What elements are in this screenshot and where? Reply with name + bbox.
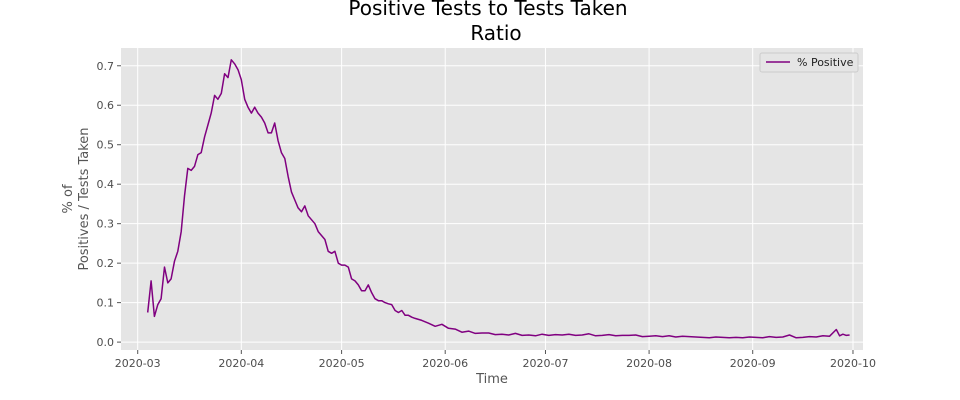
chart-title-line-2: Ratio [470, 21, 521, 45]
series-layer [146, 59, 850, 339]
legend: % Positive [759, 52, 859, 73]
series-line-percent-positive [146, 59, 850, 339]
y-tick-label: 0.5 [97, 139, 115, 152]
grid-lines [121, 48, 863, 350]
axis-ticks: 0.0 0.1 0.2 0.3 0.4 0.5 0.6 0.7 2020-03 2020-04 20… [97, 60, 876, 370]
legend-box [759, 52, 859, 73]
y-tick-label: 0.3 [97, 218, 115, 231]
x-tick-label: 2020-04 [218, 357, 264, 370]
y-tick-label: 0.7 [97, 60, 115, 73]
chart-title-line-1: Positive Tests to Tests Taken [348, 0, 627, 20]
x-tick-label: 2020-09 [730, 357, 776, 370]
x-tick-label: 2020-10 [830, 357, 876, 370]
y-tick-label: 0.0 [97, 336, 115, 349]
y-tick-label: 0.1 [97, 297, 115, 310]
x-axis-label: Time [475, 372, 508, 387]
x-tick-label: 2020-07 [522, 357, 568, 370]
x-tick-label: 2020-06 [422, 357, 468, 370]
y-tick-label: 0.2 [97, 257, 115, 270]
legend-label: % Positive [797, 56, 854, 69]
y-axis-label-line-1: % of [61, 184, 76, 213]
y-tick-label: 0.4 [97, 178, 115, 191]
x-tick-label: 2020-03 [115, 357, 161, 370]
plot-area [121, 48, 863, 350]
y-axis-label-line-2: Positives / Tests Taken [77, 127, 92, 270]
x-tick-label: 2020-05 [319, 357, 365, 370]
y-axis-label: % of Positives / Tests Taken [61, 127, 92, 270]
y-tick-label: 0.6 [97, 99, 115, 112]
x-tick-label: 2020-08 [626, 357, 672, 370]
